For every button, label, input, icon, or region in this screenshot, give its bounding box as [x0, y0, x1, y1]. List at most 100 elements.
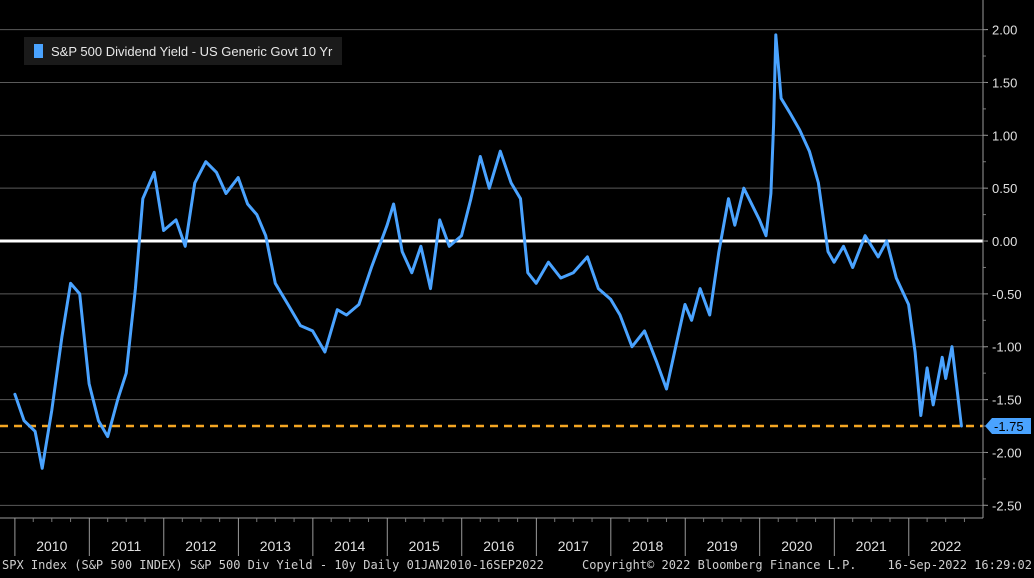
footer-source: SPX Index (S&P 500 INDEX) S&P 500 Div Yi… [2, 558, 544, 572]
data-point [774, 34, 777, 36]
data-point [817, 182, 820, 184]
data-point [510, 182, 512, 184]
grid-lines [0, 29, 983, 506]
footer-timestamp: 16-Sep-2022 16:29:02 [887, 558, 1033, 572]
axes [0, 0, 988, 556]
data-point [547, 261, 550, 263]
legend: S&P 500 Dividend Yield - US Generic Govt… [24, 37, 343, 65]
data-point [718, 250, 720, 253]
data-point [684, 303, 686, 306]
data-point [690, 319, 693, 322]
data-point [420, 245, 422, 248]
data-point [932, 404, 935, 406]
x-tick-label: 2018 [632, 538, 663, 554]
y-tick-label: -2.50 [992, 498, 1022, 513]
y-tick-label: -1.50 [992, 393, 1022, 408]
data-point [765, 234, 767, 237]
data-point [69, 282, 72, 285]
x-tick-label: 2022 [930, 538, 961, 554]
data-point [358, 303, 360, 306]
x-tick-labels: 2010 2011 2012 2013 2014 2015 2016 2017 2018 2019… [36, 538, 961, 554]
data-point [175, 219, 177, 221]
data-point [833, 261, 835, 263]
data-point [770, 192, 772, 195]
data-point [960, 425, 963, 427]
data-point [535, 282, 537, 285]
data-point [907, 303, 910, 306]
reference-lines [0, 239, 983, 428]
data-point [643, 330, 646, 332]
data-point [193, 182, 196, 184]
legend-label: S&P 500 Dividend Yield - US Generic Govt… [51, 43, 333, 59]
x-tick-label: 2014 [334, 538, 365, 554]
data-point [609, 298, 612, 300]
x-tick-label: 2019 [707, 538, 738, 554]
data-point [699, 287, 701, 290]
data-point [88, 382, 90, 385]
data-point [134, 287, 137, 290]
last-value-label: -1.75 [994, 419, 1024, 434]
data-point [944, 377, 947, 380]
data-point [287, 303, 289, 306]
series-lines [13, 33, 963, 470]
data-point [780, 97, 782, 100]
y-tick-label: -2.00 [992, 445, 1022, 460]
footer: SPX Index (S&P 500 INDEX) S&P 500 Div Yi… [0, 557, 1034, 573]
data-point [488, 187, 491, 189]
data-point [401, 250, 403, 253]
data-point [572, 271, 575, 274]
last-value-tag [985, 418, 1031, 435]
data-point [619, 314, 621, 316]
data-point [162, 229, 165, 232]
data-point [895, 277, 898, 279]
data-point [153, 171, 155, 174]
footer-copyright: Copyright© 2022 Bloomberg Finance L.P. [582, 558, 857, 572]
data-point [827, 250, 829, 253]
data-point [106, 435, 109, 438]
y-tick-label: -1.00 [992, 340, 1022, 355]
data-point [919, 414, 922, 417]
data-point [597, 287, 600, 290]
series-line [13, 33, 963, 470]
data-point [631, 345, 633, 348]
data-point [141, 197, 144, 200]
data-point [951, 345, 953, 348]
x-tick-label: 2015 [409, 538, 440, 554]
y-tick-label: 0.50 [992, 181, 1017, 196]
data-point [519, 197, 522, 200]
data-point [51, 409, 53, 411]
y-tick-label: 0.00 [992, 234, 1017, 249]
legend-swatch [34, 44, 43, 58]
data-point [438, 219, 441, 221]
data-point [885, 240, 888, 242]
data-point [116, 398, 119, 401]
data-point [674, 345, 677, 348]
data-point [255, 213, 258, 216]
data-point [914, 351, 916, 353]
data-point [656, 361, 658, 364]
data-point [237, 176, 240, 179]
data-point [215, 171, 218, 174]
data-point [864, 234, 866, 237]
data-point [386, 224, 388, 226]
data-point [742, 187, 745, 189]
x-tick-label: 2016 [483, 538, 514, 554]
data-point [926, 367, 928, 369]
data-point [274, 282, 277, 285]
y-tick-label: 1.50 [992, 75, 1017, 90]
data-point [460, 234, 463, 237]
data-point [264, 234, 267, 237]
x-tick-label: 2017 [558, 538, 589, 554]
data-point [772, 123, 775, 126]
y-tick-labels: 2.00 1.50 1.00 0.50 0.00 -0.50 -1.00 -1.50 -2.00… [992, 23, 1022, 514]
data-point [324, 351, 326, 353]
data-point [727, 197, 730, 200]
data-point [448, 245, 451, 248]
data-point [470, 197, 472, 200]
x-tick-label: 2013 [260, 538, 291, 554]
y-tick-label: 1.00 [992, 128, 1017, 143]
data-point [941, 356, 944, 359]
data-point [808, 150, 811, 152]
data-point [370, 266, 373, 269]
